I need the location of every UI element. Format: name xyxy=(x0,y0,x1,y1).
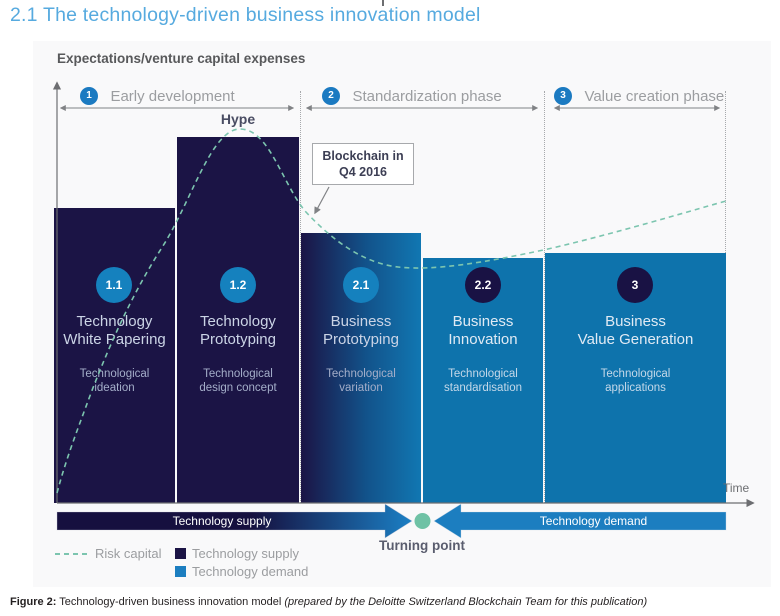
bar-4-subtitle: Technological standardisation xyxy=(444,368,522,394)
caption-text: Technology-driven business innovation mo… xyxy=(56,596,285,608)
badge-3: 3 xyxy=(617,267,653,303)
supply-arrow-label: Technology supply xyxy=(172,514,272,528)
badge-2-2: 2.2 xyxy=(465,267,501,303)
phase-2-label: Standardization phase xyxy=(352,87,502,105)
bar-2-subtitle: Technological design concept xyxy=(199,368,277,394)
phase-3-number-icon: 3 xyxy=(554,87,572,105)
turning-point-dot xyxy=(414,513,431,529)
phase-header-standardization: 2 Standardization phase xyxy=(322,87,502,109)
page-crop-artifact xyxy=(382,0,384,6)
phase-1-label: Early development xyxy=(110,87,235,105)
caption-attribution: (prepared by the Deloitte Switzerland Bl… xyxy=(284,596,648,608)
risk-capital-dash-icon xyxy=(55,553,89,555)
bar-3-title: Business Prototyping xyxy=(323,313,399,348)
section-title: 2.1 The technology-driven business innov… xyxy=(10,4,481,26)
legend-supply-swatch-icon xyxy=(175,548,186,559)
legend-technology-supply: Technology supply xyxy=(192,546,299,561)
badge-2-1: 2.1 xyxy=(343,267,379,303)
turning-point-label: Turning point xyxy=(379,538,465,553)
hype-label: Hype xyxy=(220,111,256,127)
legend-demand-swatch-icon xyxy=(175,566,186,577)
badge-1-2: 1.2 xyxy=(220,267,256,303)
legend-technology-demand: Technology demand xyxy=(192,564,309,579)
x-axis-label: Time xyxy=(723,481,750,495)
phase-3-label: Value creation phase xyxy=(584,87,725,105)
bar-4-title: Business Innovation xyxy=(448,313,518,348)
figure-panel: Expectations/venture capital expenses 1 … xyxy=(33,41,771,587)
legend-risk-capital: Risk capital xyxy=(95,546,162,561)
bar-1-subtitle: Technological ideation xyxy=(79,368,150,394)
bar-2-title: Technology Prototyping xyxy=(200,313,276,348)
demand-arrow-label: Technology demand xyxy=(539,514,648,528)
phase-header-early-development: 1 Early development xyxy=(80,87,235,109)
bar-technology-white-papering xyxy=(54,208,175,503)
phase-2-number-icon: 2 xyxy=(322,87,340,105)
blockchain-callout: Blockchain in Q4 2016 xyxy=(312,143,414,185)
y-axis-label: Expectations/venture capital expenses xyxy=(57,51,306,66)
bar-1-title: Technology White Papering xyxy=(63,313,166,348)
bar-3-subtitle: Technological variation xyxy=(326,368,396,394)
phase-1-number-icon: 1 xyxy=(80,87,98,105)
figure-caption: Figure 2: Technology-driven business inn… xyxy=(10,596,774,608)
bar-5-title: Business Value Generation xyxy=(577,313,694,348)
badge-1-1: 1.1 xyxy=(96,267,132,303)
bar-5-subtitle: Technological applications xyxy=(600,368,671,394)
caption-prefix: Figure 2: xyxy=(10,596,57,608)
phase-header-value-creation: 3 Value creation phase xyxy=(554,87,724,109)
callout-arrow-icon xyxy=(314,186,330,215)
